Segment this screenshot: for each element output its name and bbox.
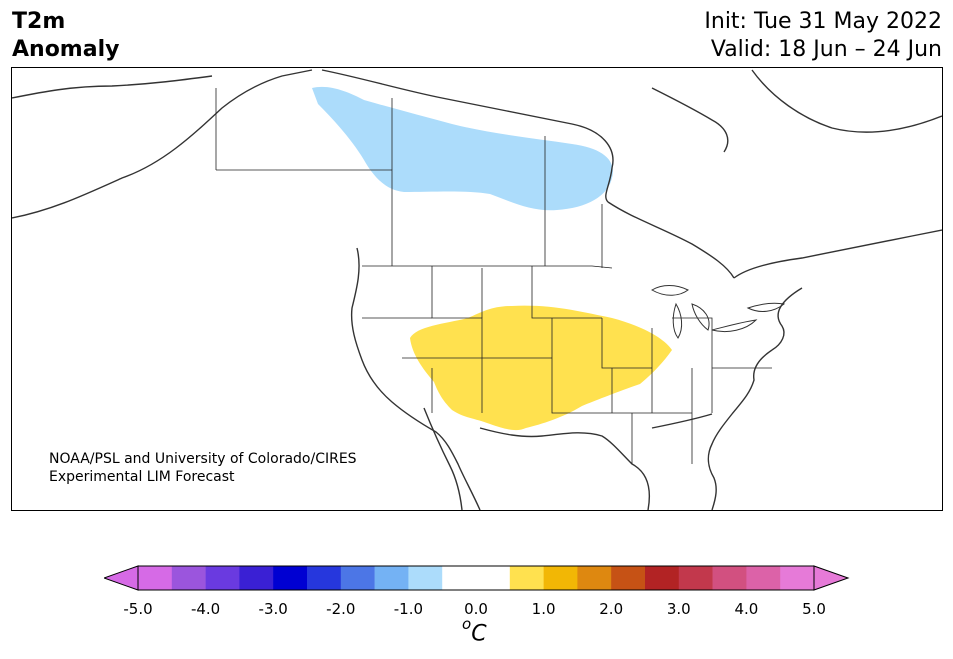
- colorbar-tick-label: 1.0: [531, 600, 556, 618]
- colorbar-bin: [611, 566, 646, 590]
- warm-anomaly-region: [410, 305, 672, 431]
- colorbar-tick-label: 4.0: [734, 600, 759, 618]
- colorbar-over-arrow: [813, 565, 850, 591]
- colorbar-bin: [340, 566, 375, 590]
- colorbar-tick-label: -2.0: [326, 600, 356, 618]
- anomaly-map: [11, 67, 943, 511]
- credit-line-1: NOAA/PSL and University of Colorado/CIRE…: [49, 451, 357, 467]
- colorbar-bin: [645, 566, 680, 590]
- credit-line-2: Experimental LIM Forecast: [49, 469, 235, 485]
- colorbar-bin: [205, 566, 240, 590]
- colorbar-bin: [577, 566, 612, 590]
- colorbar-bin: [408, 566, 443, 590]
- title-line-1: T2m: [12, 9, 66, 34]
- colorbar-bin: [678, 566, 713, 590]
- map-title: T2m Anomaly: [12, 8, 119, 64]
- forecast-dates: Init: Tue 31 May 2022 Valid: 18 Jun – 24…: [704, 8, 942, 64]
- colorbar-bin: [374, 566, 409, 590]
- title-line-2: Anomaly: [12, 37, 120, 62]
- colorbar-tick-label: 0.0: [464, 600, 488, 618]
- political-boundaries: [215, 88, 772, 464]
- colorbar-tick-label: 3.0: [666, 600, 691, 618]
- colorbar-tick-label: 5.0: [802, 600, 826, 618]
- great-lakes: [651, 285, 786, 339]
- colorbar-bin: [171, 566, 206, 590]
- colorbar-tick-label: 2.0: [599, 600, 624, 618]
- coastlines: [12, 69, 942, 510]
- colorbar-bin: [543, 566, 578, 590]
- colorbar-bins: [138, 566, 815, 590]
- map-canvas: [12, 69, 942, 510]
- colorbar-bin: [273, 566, 308, 590]
- colorbar-outline: [137, 565, 815, 591]
- colorbar: [104, 565, 850, 591]
- colorbar-bin: [780, 566, 815, 590]
- colorbar-bin: [138, 566, 173, 590]
- colorbar-tick-labels: -5.0 -4.0 -3.0 -2.0 -1.0 0.0 1.0 2.0 3.0 4.0 5.0: [0, 600, 953, 620]
- colorbar-bin: [509, 566, 544, 590]
- colorbar-tick-label: -1.0: [393, 600, 424, 618]
- colorbar-bin: [442, 566, 477, 590]
- colorbar-bin: [476, 566, 511, 590]
- colorbar-tick-label: -3.0: [258, 600, 288, 618]
- valid-dates: Valid: 18 Jun – 24 Jun: [710, 37, 942, 62]
- colorbar-bin: [239, 566, 274, 590]
- colorbar-tick-label: -4.0: [190, 600, 221, 618]
- colorbar-under-arrow: [104, 565, 139, 591]
- init-date: Init: Tue 31 May 2022: [704, 9, 942, 34]
- unit-degree: o: [462, 615, 472, 633]
- colorbar-bin: [746, 566, 781, 590]
- unit-celsius: C: [471, 621, 487, 647]
- colorbar-bin: [712, 566, 747, 590]
- colorbar-bin: [307, 566, 342, 590]
- cool-anomaly-region: [312, 86, 613, 211]
- data-credit: NOAA/PSL and University of Colorado/CIRE…: [49, 450, 357, 486]
- colorbar-tick-label: -5.0: [123, 600, 153, 618]
- colorbar-unit: oC: [462, 615, 487, 647]
